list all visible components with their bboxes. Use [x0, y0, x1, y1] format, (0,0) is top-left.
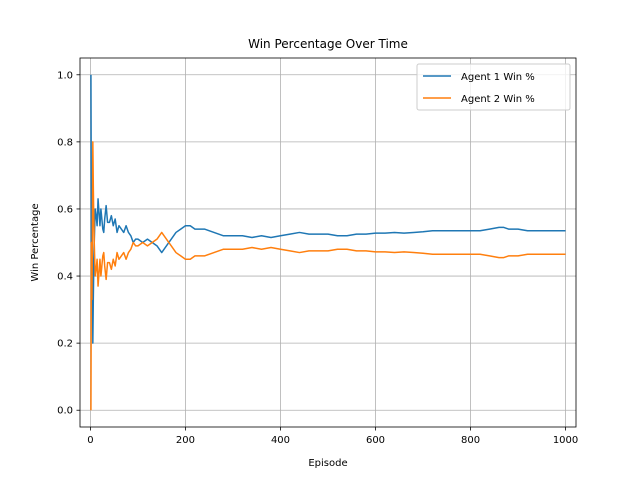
grid-lines — [80, 58, 576, 427]
x-tick-label: 200 — [176, 435, 195, 446]
series-line-agent-2 — [90, 141, 566, 411]
legend-label-agent-1: Agent 1 Win % — [461, 72, 535, 83]
x-tick-label: 400 — [271, 435, 290, 446]
x-tick-label: 0 — [87, 435, 93, 446]
y-axis-title: Win Percentage — [30, 203, 41, 281]
legend-box — [416, 63, 571, 111]
legend: Agent 1 Win % Agent 2 Win % — [416, 63, 571, 111]
x-axis-title: Episode — [308, 458, 347, 469]
y-tick-label: 0.8 — [57, 137, 73, 148]
y-tick-label: 0.4 — [57, 272, 73, 283]
y-tick-label: 1.0 — [57, 70, 73, 81]
legend-label-agent-2: Agent 2 Win % — [461, 94, 535, 105]
y-tick-label: 0.2 — [57, 339, 73, 350]
y-tick-label: 0.6 — [57, 204, 73, 215]
chart-title: Win Percentage Over Time — [248, 37, 408, 51]
series-lines — [90, 74, 566, 411]
x-tick-label: 800 — [461, 435, 480, 446]
plot-area-frame — [79, 57, 577, 428]
y-tick-label: 0.0 — [57, 406, 73, 417]
x-tick-label: 1000 — [553, 435, 578, 446]
x-tick-label: 600 — [366, 435, 385, 446]
axis-ticks: 0 200 400 600 800 1000 0.0 0.2 0.4 0.6 0.8 1.0 — [57, 70, 578, 446]
series-line-agent-1 — [90, 74, 566, 344]
